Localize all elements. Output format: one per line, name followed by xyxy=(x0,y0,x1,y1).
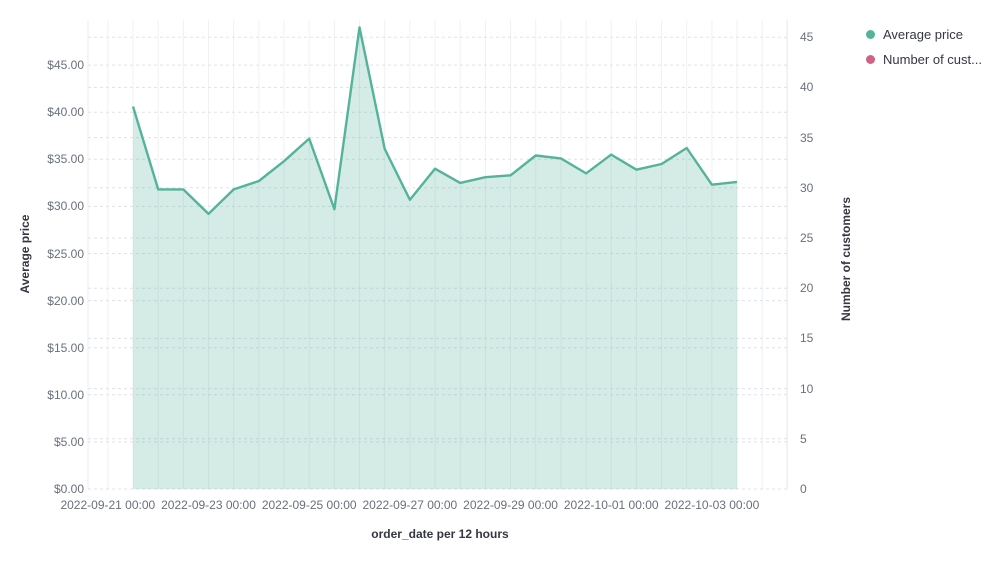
x-axis-tick-label: 2022-09-25 00:00 xyxy=(261,498,357,512)
y-axis-left-tick-label: $30.00 xyxy=(47,199,84,214)
y-axis-left-tick-label: $5.00 xyxy=(53,434,84,449)
legend-item-label: Number of cust... xyxy=(883,52,982,67)
y-axis-right-tick-label: 5 xyxy=(800,431,807,446)
x-axis-tick-label: 2022-09-23 00:00 xyxy=(161,498,256,512)
y-axis-left-tick-label: $35.00 xyxy=(47,152,84,167)
y-axis-left-title: Average price xyxy=(18,214,32,294)
x-axis-tick-label: 2022-09-21 00:00 xyxy=(60,498,156,512)
y-axis-right-tick-label: 40 xyxy=(800,80,814,95)
y-axis-left-tick-label: $25.00 xyxy=(47,246,84,261)
y-axis-right-tick-label: 35 xyxy=(800,130,814,145)
x-axis-title: order_date per 12 hours xyxy=(371,527,509,541)
x-axis-tick-label: 2022-10-03 00:00 xyxy=(664,498,760,512)
y-axis-right-tick-label: 45 xyxy=(800,30,814,45)
y-axis-right-tick-label: 30 xyxy=(800,180,814,195)
y-axis-right-tick-label: 25 xyxy=(800,231,814,245)
legend-item-label: Average price xyxy=(883,27,963,42)
x-axis-tick-label: 2022-10-01 00:00 xyxy=(563,498,659,512)
y-axis-left-tick-label: $45.00 xyxy=(47,58,84,73)
legend-circle-icon xyxy=(866,55,875,64)
y-axis-right-tick-label: 20 xyxy=(800,281,814,296)
legend-circle-icon xyxy=(866,30,875,39)
y-axis-left-tick-label: $20.00 xyxy=(47,293,84,308)
y-axis-right-tick-label: 0 xyxy=(800,482,807,496)
legend: Average price Number of cust... xyxy=(866,27,982,67)
y-axis-left-tick-label: $0.00 xyxy=(53,482,84,496)
y-axis-left-tick-label: $40.00 xyxy=(47,105,84,120)
x-axis-tick-label: 2022-09-29 00:00 xyxy=(463,498,558,512)
x-axis-tick-label: 2022-09-27 00:00 xyxy=(362,498,458,512)
legend-item-average-price[interactable]: Average price xyxy=(866,27,982,42)
y-axis-right-tick-label: 10 xyxy=(800,381,814,396)
y-axis-right-tick-label: 15 xyxy=(800,331,814,346)
area-series-line xyxy=(131,26,738,216)
area-series-fill xyxy=(133,27,738,490)
y-axis-left-tick-label: $15.00 xyxy=(47,340,84,355)
legend-item-number-of-customers[interactable]: Number of cust... xyxy=(866,52,982,67)
y-axis-left-tick-label: $10.00 xyxy=(47,387,84,402)
y-axis-right-title: Number of customers xyxy=(839,196,853,322)
